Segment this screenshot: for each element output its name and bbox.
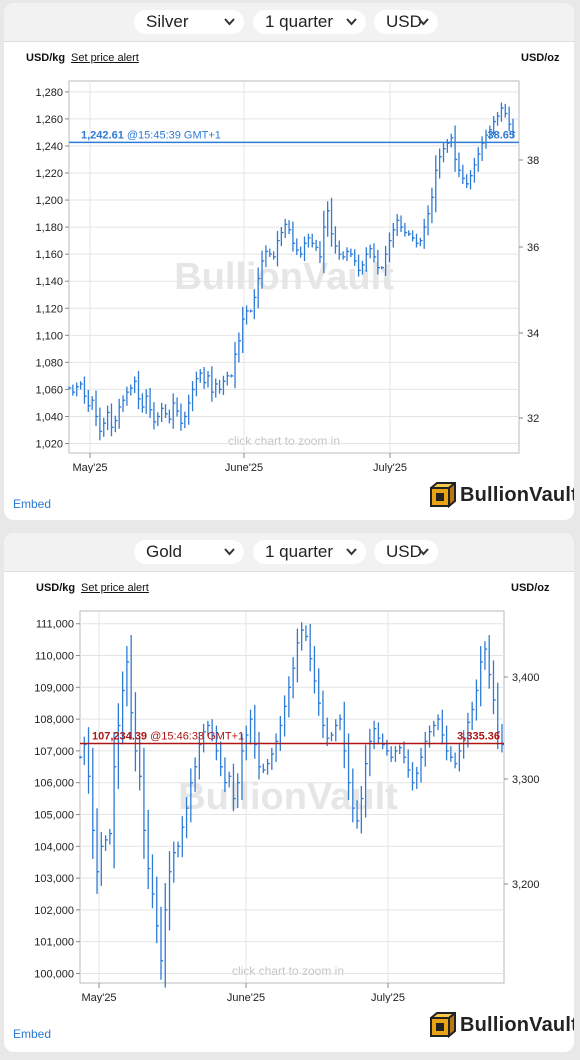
chevron-down-icon <box>418 10 429 34</box>
y-tick-label-left: 103,000 <box>34 873 74 885</box>
bullionvault-logo-icon <box>430 482 456 508</box>
currency-select-value: USD <box>386 12 422 31</box>
chevron-down-icon <box>224 540 235 564</box>
left-unit-label: USD/kg <box>26 52 66 64</box>
metal-select[interactable]: Gold <box>134 540 244 564</box>
chevron-down-icon <box>346 540 357 564</box>
y-tick-label-left: 1,040 <box>35 411 63 423</box>
y-tick-label-left: 110,000 <box>35 651 74 663</box>
y-tick-label-right: 38 <box>527 155 539 167</box>
logo-text: BullionVault <box>460 484 574 506</box>
x-tick-label: June'25 <box>227 992 265 1003</box>
y-tick-label-left: 1,060 <box>35 384 63 396</box>
y-tick-label-left: 1,120 <box>35 303 63 315</box>
y-tick-label-left: 1,160 <box>35 249 63 261</box>
y-tick-label-left: 1,240 <box>35 141 63 153</box>
set-price-alert-link[interactable]: Set price alert <box>81 582 149 594</box>
y-tick-label-right: 3,400 <box>512 672 540 684</box>
y-tick-label-left: 1,100 <box>35 330 63 342</box>
y-tick-label-left: 1,280 <box>35 87 63 99</box>
plot-area <box>79 610 505 984</box>
silver-chart-panel: Silver 1 quarter USD USD/kg Set price al… <box>4 3 574 520</box>
current-price-time: @15:45:39 GMT+1 <box>124 129 221 141</box>
period-select-value: 1 quarter <box>265 542 334 561</box>
bullionvault-logo-icon <box>430 1012 456 1038</box>
currency-select[interactable]: USD <box>374 10 438 34</box>
currency-select[interactable]: USD <box>374 540 438 564</box>
period-select[interactable]: 1 quarter <box>253 10 366 34</box>
y-tick-label-left: 101,000 <box>34 937 74 949</box>
zoom-hint: click chart to zoom in <box>228 434 340 448</box>
chevron-down-icon <box>346 10 357 34</box>
x-tick-label: May'25 <box>81 992 116 1003</box>
y-tick-label-right: 32 <box>527 413 539 425</box>
bullionvault-logo[interactable]: BullionVault <box>430 1012 574 1038</box>
right-unit-label: USD/oz <box>511 582 550 594</box>
y-tick-label-right: 36 <box>527 242 539 254</box>
y-tick-label-left: 111,000 <box>36 619 74 631</box>
current-price-value: 107,234.39 <box>92 730 147 742</box>
y-tick-label-left: 1,180 <box>35 222 63 234</box>
y-tick-label-left: 1,080 <box>35 357 63 369</box>
y-tick-label-left: 100,000 <box>34 968 74 980</box>
y-tick-label-left: 108,000 <box>34 714 74 726</box>
y-tick-label-right: 3,200 <box>512 879 540 891</box>
x-tick-label: May'25 <box>72 462 107 473</box>
current-price-right: 3,335.36 <box>457 730 500 742</box>
y-tick-label-left: 1,220 <box>35 168 63 180</box>
currency-select-value: USD <box>386 542 422 561</box>
y-tick-label-left: 106,000 <box>34 778 74 790</box>
x-tick-label: July'25 <box>373 462 407 473</box>
left-unit-label: USD/kg <box>36 582 76 594</box>
embed-link[interactable]: Embed <box>13 1027 52 1041</box>
current-price-right: 38.65 <box>487 129 515 141</box>
chevron-down-icon <box>224 10 235 34</box>
x-tick-label: July'25 <box>371 992 405 1003</box>
set-price-alert-link[interactable]: Set price alert <box>71 52 139 64</box>
period-select[interactable]: 1 quarter <box>253 540 366 564</box>
y-tick-label-left: 1,140 <box>35 276 63 288</box>
watermark: BullionVault <box>174 256 394 298</box>
zoom-hint: click chart to zoom in <box>232 964 344 978</box>
metal-select-value: Silver <box>146 12 189 31</box>
x-tick-label: June'25 <box>225 462 263 473</box>
right-unit-label: USD/oz <box>521 52 560 64</box>
y-tick-label-left: 102,000 <box>34 905 74 917</box>
y-tick-label-left: 1,200 <box>35 195 63 207</box>
metal-select[interactable]: Silver <box>134 10 244 34</box>
y-tick-label-right: 3,300 <box>512 774 540 786</box>
y-tick-label-right: 34 <box>527 328 539 340</box>
current-price-label: 1,242.61 @15:45:39 GMT+1 <box>81 129 221 141</box>
y-tick-label-left: 107,000 <box>34 746 74 758</box>
y-tick-label-left: 109,000 <box>34 682 74 694</box>
embed-link[interactable]: Embed <box>13 497 52 511</box>
current-price-label: 107,234.39 @15:46:33 GMT+1 <box>92 730 244 742</box>
logo-text: BullionVault <box>460 1014 574 1036</box>
current-price-value: 1,242.61 <box>81 129 124 141</box>
gold-chart-panel: Gold 1 quarter USD USD/kg Set price aler… <box>4 533 574 1052</box>
metal-select-value: Gold <box>146 542 182 561</box>
y-tick-label-left: 104,000 <box>34 841 74 853</box>
y-tick-label-left: 105,000 <box>34 809 74 821</box>
chevron-down-icon <box>418 540 429 564</box>
bullionvault-logo[interactable]: BullionVault <box>430 482 574 508</box>
period-select-value: 1 quarter <box>265 12 334 31</box>
silver-price-chart[interactable]: BullionVault click chart to zoom in 1,020 1… <box>4 43 574 473</box>
y-tick-label-left: 1,020 <box>35 439 63 451</box>
current-price-time: @15:46:33 GMT+1 <box>147 730 244 742</box>
y-tick-label-left: 1,260 <box>35 114 63 126</box>
